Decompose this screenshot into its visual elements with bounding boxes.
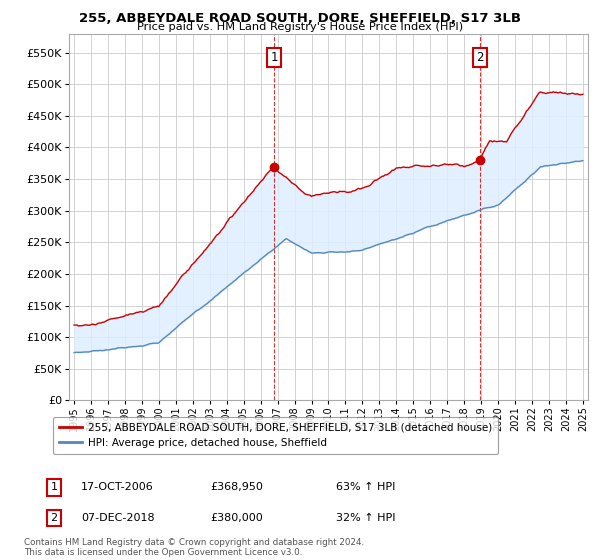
Text: Contains HM Land Registry data © Crown copyright and database right 2024.
This d: Contains HM Land Registry data © Crown c…: [24, 538, 364, 557]
Legend: 255, ABBEYDALE ROAD SOUTH, DORE, SHEFFIELD, S17 3LB (detached house), HPI: Avera: 255, ABBEYDALE ROAD SOUTH, DORE, SHEFFIE…: [53, 417, 498, 454]
Text: 17-OCT-2006: 17-OCT-2006: [81, 482, 154, 492]
Text: 1: 1: [271, 51, 278, 64]
Text: £380,000: £380,000: [210, 513, 263, 523]
Text: 255, ABBEYDALE ROAD SOUTH, DORE, SHEFFIELD, S17 3LB: 255, ABBEYDALE ROAD SOUTH, DORE, SHEFFIE…: [79, 12, 521, 25]
Text: £368,950: £368,950: [210, 482, 263, 492]
Text: 2: 2: [50, 513, 58, 523]
Text: 1: 1: [50, 482, 58, 492]
Text: 2: 2: [476, 51, 484, 64]
Text: Price paid vs. HM Land Registry's House Price Index (HPI): Price paid vs. HM Land Registry's House …: [137, 22, 463, 32]
Text: 32% ↑ HPI: 32% ↑ HPI: [336, 513, 395, 523]
Text: 07-DEC-2018: 07-DEC-2018: [81, 513, 155, 523]
Text: 63% ↑ HPI: 63% ↑ HPI: [336, 482, 395, 492]
